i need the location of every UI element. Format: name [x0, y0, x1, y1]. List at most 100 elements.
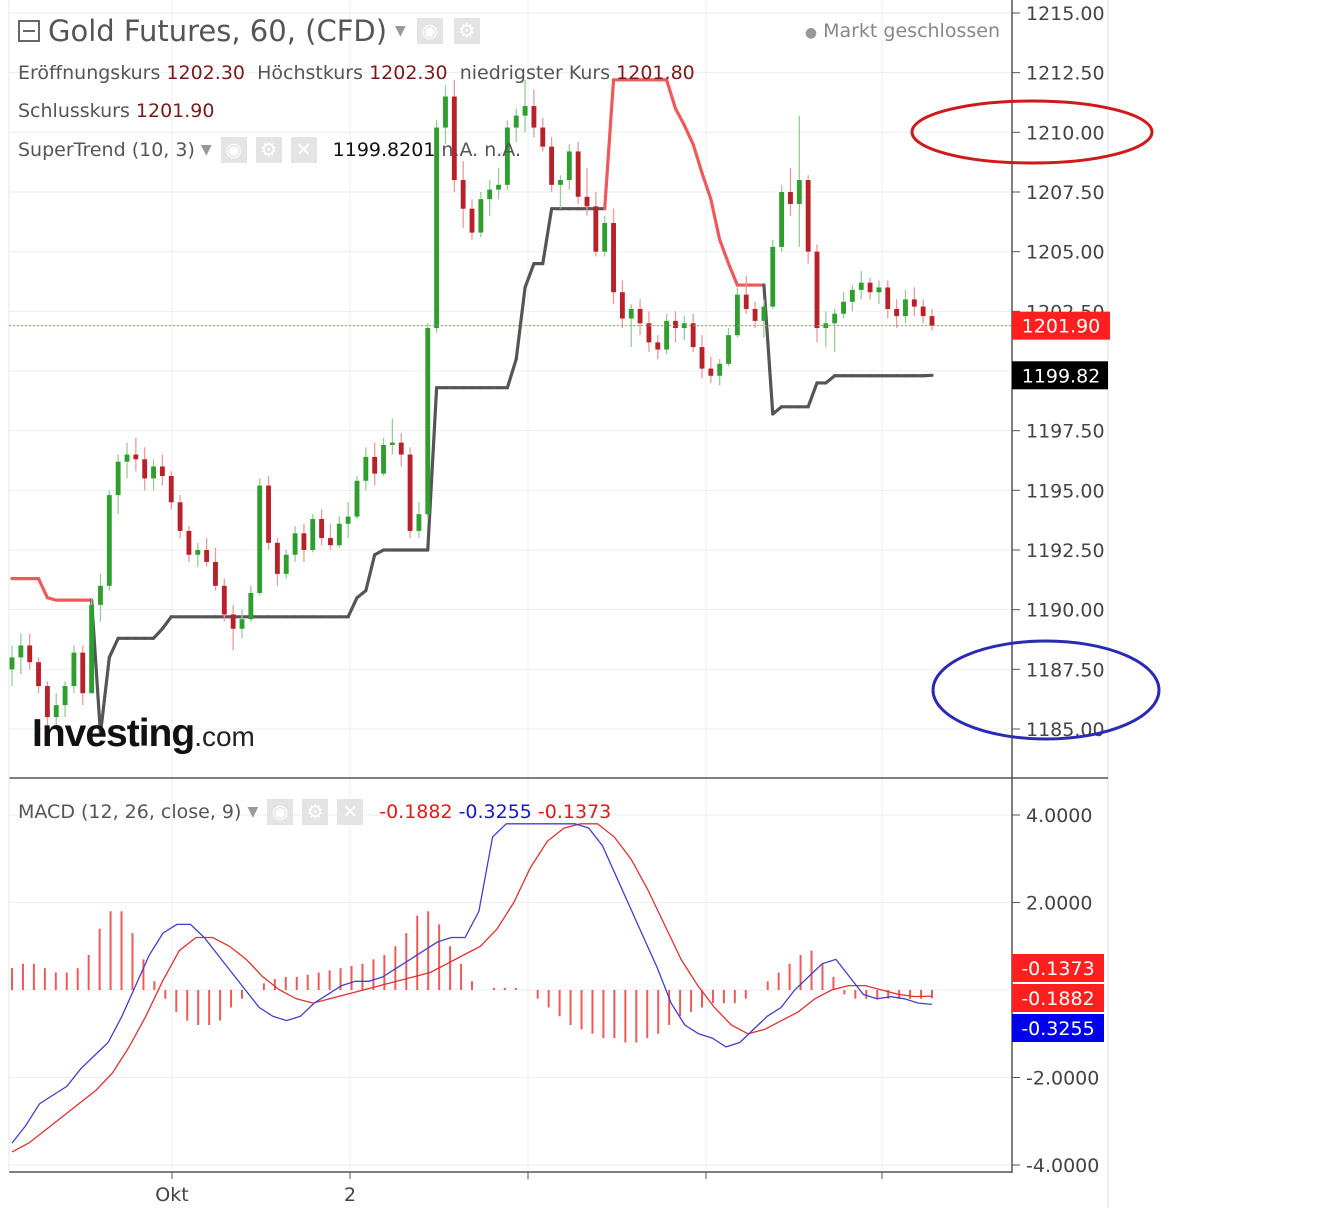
candle-body[interactable] [44, 686, 50, 718]
candle-body[interactable] [301, 533, 307, 550]
candle-body[interactable] [292, 533, 298, 555]
candle-body[interactable] [18, 645, 24, 658]
candle-body[interactable] [726, 335, 731, 364]
candle-body[interactable] [53, 705, 59, 718]
gear-icon[interactable]: ⚙ [255, 137, 282, 163]
candle-body[interactable] [336, 523, 342, 546]
candle-body[interactable] [398, 442, 404, 455]
candle-body[interactable] [27, 645, 33, 663]
candle-body[interactable] [894, 308, 900, 317]
candle-body[interactable] [177, 502, 183, 531]
candle-body[interactable] [867, 282, 873, 293]
close-icon[interactable]: ✕ [290, 137, 317, 163]
candle-body[interactable] [690, 323, 696, 348]
candle-body[interactable] [451, 96, 457, 181]
candle-body[interactable] [80, 652, 86, 694]
candle-body[interactable] [496, 184, 501, 190]
candle-body[interactable] [655, 342, 661, 350]
candle-body[interactable] [248, 592, 254, 620]
candle-body[interactable] [911, 299, 917, 307]
candle-body[interactable] [354, 480, 360, 517]
candle-body[interactable] [71, 652, 77, 687]
candle-body[interactable] [814, 251, 820, 329]
candle-body[interactable] [98, 585, 103, 605]
candle-body[interactable] [62, 686, 68, 706]
candle-body[interactable] [646, 323, 652, 343]
candle-body[interactable] [460, 180, 466, 209]
candle-body[interactable] [106, 495, 112, 586]
candle-body[interactable] [186, 530, 192, 555]
candle-body[interactable] [36, 662, 41, 687]
candle-body[interactable] [133, 454, 139, 460]
candle-body[interactable] [221, 585, 227, 615]
candlestick-series[interactable] [9, 79, 1012, 729]
candle-body[interactable] [841, 301, 846, 314]
candle-body[interactable] [124, 454, 130, 462]
candle-body[interactable] [9, 657, 15, 670]
candle-body[interactable] [903, 299, 908, 317]
candle-body[interactable] [708, 368, 714, 376]
candle-body[interactable] [328, 538, 333, 546]
candle-body[interactable] [89, 604, 95, 694]
candle-body[interactable] [522, 106, 528, 116]
candle-body[interactable] [266, 485, 271, 543]
candle-body[interactable] [389, 442, 395, 445]
candle-body[interactable] [204, 550, 210, 562]
candle-body[interactable] [434, 127, 440, 329]
chevron-down-icon[interactable]: ▼ [247, 804, 259, 820]
candle-body[interactable] [425, 328, 431, 515]
candle-body[interactable] [858, 282, 864, 290]
candle-body[interactable] [805, 180, 811, 252]
close-icon[interactable]: ✕ [337, 799, 364, 825]
candle-body[interactable] [885, 287, 891, 309]
candle-body[interactable] [283, 554, 289, 574]
gear-icon[interactable]: ⚙ [453, 18, 480, 44]
supertrend-label[interactable]: SuperTrend (10, 3) [18, 139, 195, 161]
candle-body[interactable] [611, 223, 616, 293]
candle-body[interactable] [213, 561, 218, 586]
candle-body[interactable] [230, 614, 236, 629]
collapse-icon[interactable] [18, 20, 40, 42]
candle-body[interactable] [239, 619, 245, 629]
candle-body[interactable] [876, 287, 882, 293]
candle-body[interactable] [469, 208, 475, 233]
candle-body[interactable] [381, 444, 386, 474]
candle-body[interactable] [681, 323, 687, 329]
candle-body[interactable] [504, 127, 510, 185]
candle-body[interactable] [115, 461, 121, 496]
candle-body[interactable] [743, 294, 749, 309]
candle-body[interactable] [673, 320, 678, 329]
candle-body[interactable] [770, 246, 776, 307]
candle-body[interactable] [699, 347, 705, 369]
candle-body[interactable] [159, 466, 165, 477]
gear-icon[interactable]: ⚙ [302, 799, 329, 825]
candle-body[interactable] [345, 516, 351, 524]
chevron-down-icon[interactable]: ▼ [200, 142, 212, 158]
candle-body[interactable] [619, 292, 625, 319]
candle-body[interactable] [407, 454, 413, 531]
candle-body[interactable] [443, 96, 448, 128]
candle-body[interactable] [637, 308, 643, 324]
candle-body[interactable] [151, 466, 156, 479]
candle-body[interactable] [849, 289, 855, 302]
candle-body[interactable] [788, 192, 793, 204]
candle-body[interactable] [832, 313, 838, 324]
candle-body[interactable] [549, 146, 555, 185]
candle-body[interactable] [920, 306, 926, 317]
macd-panel[interactable] [11, 823, 933, 1153]
candle-body[interactable] [142, 459, 148, 479]
candle-body[interactable] [540, 127, 546, 147]
macd-legend[interactable]: MACD (12, 26, close, 9) ▼ ◉ ⚙ ✕ -0.1882 -0… [18, 799, 611, 825]
candle-body[interactable] [363, 456, 369, 481]
candle-body[interactable] [761, 306, 767, 321]
candle-body[interactable] [593, 206, 599, 252]
candle-body[interactable] [717, 363, 723, 376]
candle-body[interactable] [487, 189, 493, 200]
candle-body[interactable] [566, 151, 572, 181]
chevron-down-icon[interactable]: ▼ [395, 23, 406, 39]
candle-body[interactable] [319, 518, 325, 539]
candle-body[interactable] [416, 514, 422, 531]
candle-body[interactable] [575, 151, 581, 197]
candle-body[interactable] [274, 542, 280, 574]
